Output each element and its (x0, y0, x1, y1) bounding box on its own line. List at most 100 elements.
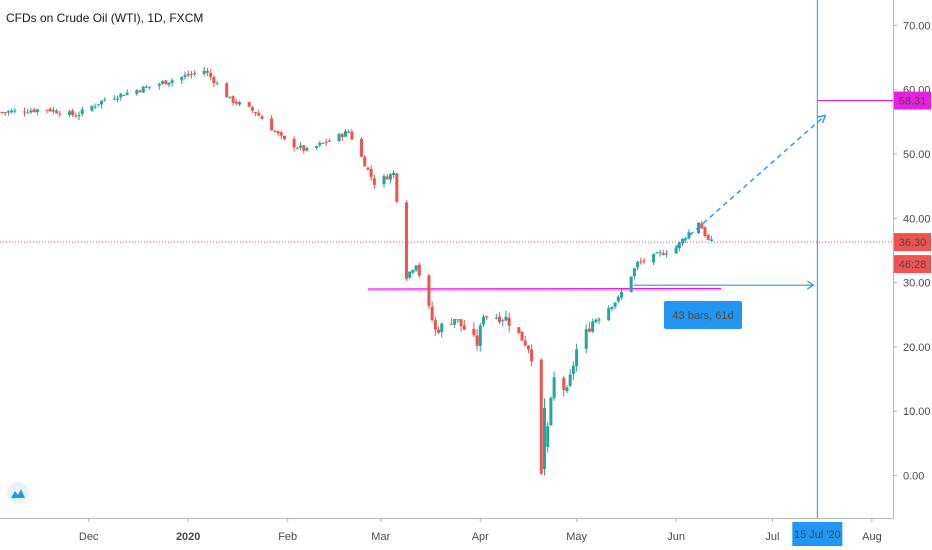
date-marker-text: 15 Jul '20 (794, 529, 841, 541)
candle (571, 361, 575, 380)
candle-body (180, 76, 184, 81)
x-tick-label: Jul (765, 531, 779, 543)
candle (327, 138, 331, 143)
candle (369, 165, 373, 181)
candle (620, 288, 624, 300)
candle-body (32, 109, 36, 112)
last-price-tag-text: 36.30 (899, 237, 927, 249)
candle-body (549, 397, 553, 426)
candle-body (395, 173, 399, 202)
range-measure-arrowhead (807, 280, 815, 290)
candle-body (542, 407, 546, 470)
candle (100, 100, 104, 109)
candle (67, 109, 71, 117)
candle-body (430, 306, 434, 320)
candle-body (636, 262, 640, 268)
candle (167, 82, 171, 88)
candle (35, 108, 39, 116)
candle-body (655, 252, 659, 254)
candle-body (517, 327, 521, 333)
candle (494, 314, 498, 320)
date-marker-box (792, 522, 843, 546)
candle (180, 76, 184, 85)
candle (629, 276, 633, 293)
candle (427, 273, 431, 310)
candle (148, 86, 152, 90)
candle-body (212, 77, 216, 84)
candle (655, 251, 659, 254)
y-tick-label: 20.00 (903, 342, 931, 354)
candle (93, 103, 97, 110)
candle-body (340, 134, 344, 138)
candle (276, 130, 280, 136)
candle-body (408, 271, 412, 278)
y-tick-label: 40.00 (903, 213, 931, 225)
candle (587, 321, 591, 333)
y-tick-label: 50.00 (903, 149, 931, 161)
candle (658, 249, 662, 257)
candle (55, 108, 59, 114)
candle (215, 80, 219, 85)
target-price-tag[interactable]: 58.31 (894, 91, 931, 110)
candle-body (530, 349, 534, 362)
candle-body (315, 146, 319, 148)
candle (485, 315, 489, 321)
candle (706, 234, 710, 241)
candle (700, 220, 704, 229)
last-price-tag[interactable]: 36.30 (894, 233, 931, 252)
candle-body (205, 71, 209, 73)
x-tick-label: Dec (79, 531, 99, 543)
candle-body (523, 340, 527, 346)
candle-body (282, 135, 286, 140)
candle (299, 142, 303, 151)
candle (0, 111, 4, 114)
candle (212, 75, 216, 88)
candle (112, 95, 116, 100)
candle-body (292, 138, 296, 148)
candle (74, 112, 78, 118)
candle-body (453, 319, 457, 325)
candle (610, 306, 614, 312)
date-marker-tag[interactable]: 15 Jul '20 (792, 522, 843, 546)
candle-body (71, 110, 75, 116)
candle (234, 99, 238, 106)
countdown-tag[interactable]: 46:28 (894, 255, 931, 274)
candle-body (661, 253, 665, 255)
candle (523, 336, 527, 347)
candle (613, 302, 617, 310)
candle (681, 238, 685, 247)
candle-body (183, 75, 187, 77)
candle (472, 322, 476, 337)
candle (687, 229, 691, 240)
candle (546, 421, 550, 453)
candle (116, 95, 120, 103)
candle (366, 167, 370, 171)
candle-body (562, 377, 566, 390)
range-measure-label: 43 bars, 61d (672, 310, 733, 322)
candle (103, 97, 107, 102)
tradingview-logo[interactable] (7, 482, 29, 504)
candle-body (164, 80, 168, 85)
candle (32, 107, 36, 113)
candle-body (594, 319, 598, 323)
candle-body (388, 174, 392, 180)
candle-body (610, 306, 614, 309)
candle-body (90, 106, 94, 111)
candle-body (709, 239, 713, 241)
candle-body (369, 168, 373, 177)
candle-body (302, 145, 306, 151)
candle (257, 109, 261, 117)
candle (302, 144, 306, 154)
candle (122, 94, 126, 97)
candle-body (642, 260, 646, 262)
range-measure-badge[interactable]: 43 bars, 61d (664, 301, 742, 329)
candle-body (321, 142, 325, 144)
candle (520, 331, 524, 341)
candle (501, 318, 505, 327)
candle-body (112, 98, 116, 100)
candle-body (22, 111, 26, 113)
candle (459, 319, 463, 332)
candle-body (664, 253, 668, 255)
